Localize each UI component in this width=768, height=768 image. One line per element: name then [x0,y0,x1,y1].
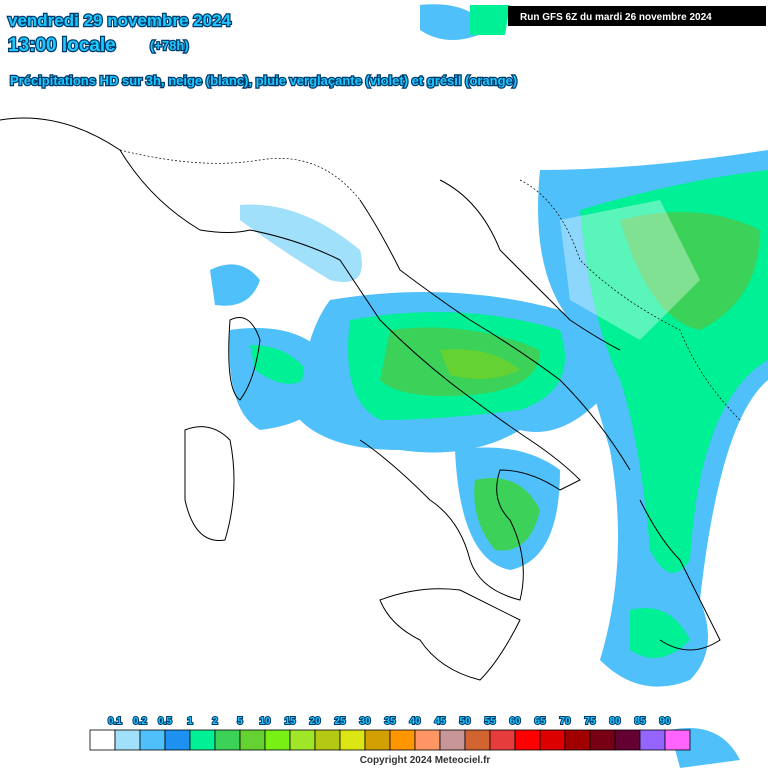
legend-swatch [389,729,416,751]
legend-label: 0.1 [108,716,122,727]
legend-label: 75 [584,716,596,727]
legend-label: 60 [509,716,521,727]
legend-label: 50 [459,716,471,727]
legend-swatch [589,729,616,751]
legend-label: 0.2 [133,716,147,727]
legend-label: 5 [237,716,243,727]
legend-label: 0.5 [158,716,172,727]
legend: 0.1 0.2 0.5 1 2 5 10 15 20 25 30 35 40 45 50 55 60 65 70 75… [89,715,691,751]
legend-swatch [489,729,516,751]
legend-label: 25 [334,716,346,727]
legend-swatch [164,729,191,751]
legend-swatch [614,729,641,751]
coastlines [0,117,741,681]
legend-swatch [464,729,491,751]
legend-label: 70 [559,716,571,727]
legend-label: 10 [259,716,271,727]
legend-swatch [539,729,566,751]
legend-label: 20 [309,716,321,727]
legend-label: 90 [659,716,671,727]
lead-time: (+78h) [150,38,189,53]
legend-label: 45 [434,716,446,727]
legend-swatch [114,729,141,751]
legend-swatch [289,729,316,751]
precipitation [210,4,768,768]
legend-swatch [239,729,266,751]
legend-swatch [564,729,591,751]
legend-label: 55 [484,716,496,727]
legend-swatch [664,729,691,751]
legend-swatch [364,729,391,751]
legend-swatch [214,729,241,751]
date: vendredi 29 novembre 2024 [8,11,232,30]
run-box [508,6,766,26]
legend-label: 2 [212,716,218,727]
legend-swatch [139,729,166,751]
legend-swatch [89,729,116,751]
legend-label: 85 [634,716,646,727]
legend-swatch [439,729,466,751]
legend-label: 80 [609,716,621,727]
legend-label: 40 [409,716,421,727]
legend-swatch [189,729,216,751]
legend-label: 35 [384,716,396,727]
legend-swatch [339,729,366,751]
legend-swatch [514,729,541,751]
legend-swatch [414,729,441,751]
copyright: Copyright 2024 Meteociel.fr [360,755,491,766]
legend-label: 15 [284,716,296,727]
legend-swatch [264,729,291,751]
legend-label: 65 [534,716,546,727]
legend-swatch [314,729,341,751]
run-info: Run GFS 6Z du mardi 26 novembre 2024 [520,12,712,23]
legend-swatch [639,729,666,751]
legend-label: 1 [187,716,193,727]
subtitle: Précipitations HD sur 3h, neige (blanc),… [10,73,517,88]
time: 13:00 locale [8,35,116,56]
legend-label: 30 [359,716,371,727]
